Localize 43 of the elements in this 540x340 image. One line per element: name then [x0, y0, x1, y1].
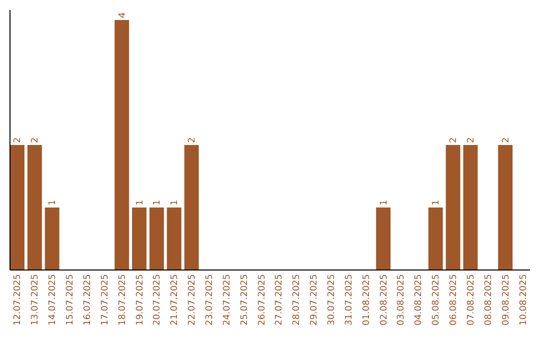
x-tick-label: 31.07.2025: [344, 274, 354, 326]
data-label: 1: [152, 200, 163, 206]
x-tick-label: 10.08.2025: [518, 274, 529, 326]
x-tick-label: 07.08.2025: [466, 274, 476, 326]
x-tick-label: 15.07.2025: [66, 274, 76, 326]
x-tick-label: 22.07.2025: [188, 274, 198, 326]
x-tick-label: 27.07.2025: [274, 274, 285, 326]
x-tick-label: 24.07.2025: [222, 274, 232, 326]
x-tick-label: 08.08.2025: [484, 274, 494, 326]
x-tick-label: 17.07.2025: [100, 274, 110, 326]
data-label: 2: [449, 137, 460, 143]
data-label: 1: [432, 200, 442, 206]
x-tick-label: 20.07.2025: [152, 274, 163, 326]
x-tick-label: 06.08.2025: [449, 274, 460, 326]
x-tick-label: 01.08.2025: [362, 274, 372, 326]
x-tick-label: 12.07.2025: [13, 274, 24, 326]
x-tick-label: 29.07.2025: [310, 274, 320, 326]
x-tick-label: 03.08.2025: [396, 274, 407, 326]
data-label: 1: [379, 200, 390, 206]
x-tick-label: 09.08.2025: [501, 274, 512, 326]
data-label: 4: [118, 12, 128, 18]
data-label: 2: [13, 137, 24, 143]
data-label: 1: [170, 200, 180, 206]
x-tick-label: 14.07.2025: [48, 274, 58, 326]
x-tick-label: 26.07.2025: [257, 274, 268, 326]
x-tick-label: 23.07.2025: [204, 274, 215, 326]
x-tick-label: 05.08.2025: [432, 274, 442, 326]
x-tick-label: 02.08.2025: [379, 274, 390, 326]
data-label: 1: [135, 200, 146, 206]
data-label: 2: [466, 137, 476, 143]
data-label: 2: [188, 137, 198, 143]
x-tick-label: 18.07.2025: [118, 274, 128, 326]
x-tick-label: 21.07.2025: [170, 274, 180, 326]
x-tick-label: 19.07.2025: [135, 274, 146, 326]
data-label: 2: [501, 137, 512, 143]
data-label: 1: [48, 200, 58, 206]
data-label: 2: [30, 137, 41, 143]
x-tick-label: 13.07.2025: [30, 274, 41, 326]
x-tick-label: 16.07.2025: [82, 274, 93, 326]
x-tick-label: 28.07.2025: [292, 274, 302, 326]
x-tick-label: 25.07.2025: [240, 274, 250, 326]
x-tick-label: 30.07.2025: [327, 274, 338, 326]
x-tick-label: 04.08.2025: [414, 274, 424, 326]
